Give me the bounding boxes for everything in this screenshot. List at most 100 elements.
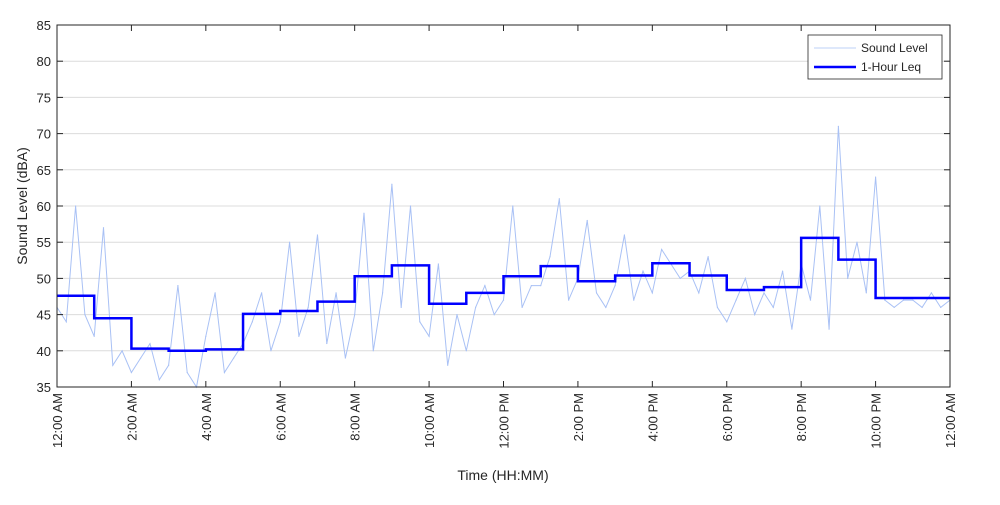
x-tick-label: 12:00 AM	[943, 393, 958, 448]
series-group	[56, 125, 951, 389]
sound-level-point	[121, 350, 123, 352]
sound-level-point	[940, 306, 942, 308]
sound-level-point	[335, 292, 337, 294]
sound-level-point	[781, 270, 784, 272]
sound-level-point	[902, 299, 905, 301]
sound-level-point	[540, 285, 542, 287]
sound-level-point	[530, 285, 533, 287]
sound-level-point	[763, 292, 765, 294]
sound-level-point	[326, 342, 328, 345]
sound-level-point	[837, 125, 839, 127]
sound-level-point	[75, 205, 77, 207]
sound-level-point	[447, 364, 449, 366]
sound-level-point	[140, 357, 142, 359]
sound-level-point	[847, 277, 849, 279]
sound-level-point	[428, 335, 430, 337]
sound-level-point	[633, 299, 635, 301]
x-tick-label: 10:00 AM	[422, 393, 437, 448]
y-tick-label: 40	[37, 344, 51, 359]
sound-level-point	[251, 321, 253, 323]
sound-level-point	[437, 263, 439, 265]
sound-level-point	[512, 205, 514, 207]
y-tick-label: 70	[37, 127, 51, 142]
sound-level-point	[112, 364, 114, 366]
sound-level-point	[298, 335, 300, 337]
sound-level-point	[623, 234, 626, 236]
x-tick-label: 6:00 AM	[273, 393, 288, 441]
sound-level-point	[168, 364, 170, 366]
sound-level-point	[772, 306, 774, 308]
sound-level-point	[744, 277, 746, 279]
sound-level-point	[158, 379, 160, 381]
y-tick-label: 50	[37, 271, 51, 286]
y-tick-label: 80	[37, 54, 51, 69]
sound-level-point	[754, 314, 756, 316]
x-tick-label: 4:00 PM	[645, 393, 660, 441]
sound-level-point	[465, 350, 467, 352]
x-tick-label: 6:00 PM	[720, 393, 735, 441]
sound-level-point	[614, 285, 616, 287]
y-tick-label: 65	[37, 163, 51, 178]
legend-label-leq: 1-Hour Leq	[861, 60, 921, 74]
sound-level-point	[363, 212, 365, 214]
sound-level-point	[791, 328, 793, 330]
sound-level-point	[921, 306, 923, 308]
sound-level-point	[661, 248, 663, 251]
sound-level-point	[65, 321, 67, 323]
sound-level-point	[493, 314, 495, 316]
sound-level-point	[233, 357, 235, 359]
sound-level-point	[354, 314, 356, 316]
sound-level-point	[130, 371, 133, 374]
sound-level-point	[307, 306, 309, 308]
sound-level-point	[177, 285, 179, 287]
sound-level-point	[558, 198, 560, 200]
sound-level-point	[223, 371, 226, 374]
x-tick-label: 12:00 AM	[50, 393, 65, 448]
y-tick-label: 85	[37, 18, 51, 33]
sound-level-point	[912, 299, 914, 301]
sound-level-point	[372, 350, 374, 352]
sound-level-point	[84, 314, 86, 316]
x-tick-label: 8:00 PM	[794, 393, 809, 441]
sound-level-point	[930, 292, 932, 294]
sound-level-point	[735, 299, 737, 301]
sound-level-point	[716, 306, 719, 308]
y-tick-label: 60	[37, 199, 51, 214]
sound-level-point	[856, 241, 858, 243]
x-tick-label: 2:00 AM	[124, 393, 139, 441]
sound-level-point	[484, 285, 486, 287]
y-tick-label: 35	[37, 380, 51, 395]
legend-box	[807, 34, 943, 80]
y-tick-label: 75	[37, 90, 51, 105]
sound-level-point	[214, 292, 216, 294]
sound-level-point	[344, 357, 346, 359]
sound-level-point	[102, 227, 105, 229]
sound-level-point	[568, 299, 570, 301]
sound-level-point	[595, 292, 598, 294]
x-tick-label: 4:00 AM	[199, 393, 214, 441]
sound-level-point	[549, 256, 551, 258]
sound-level-point	[707, 256, 709, 258]
legend-label-sound-level: Sound Level	[861, 41, 928, 55]
sound-level-point	[884, 299, 886, 301]
sound-level-point	[456, 314, 458, 316]
sound-level-point	[642, 270, 644, 272]
sound-level-point	[865, 292, 867, 294]
sound-level-point	[400, 306, 402, 308]
sound-level-point	[809, 299, 812, 301]
sound-level-point	[391, 183, 393, 185]
sound-level-point	[502, 299, 505, 301]
leq-step-line	[57, 236, 950, 353]
axis-ticks: 35 40 45 50 55 60 65 70 75 80 85 12:00 AM 2:00 AM 4:0…	[37, 18, 958, 449]
sound-level-point	[409, 205, 412, 207]
x-tick-label: 8:00 AM	[348, 393, 363, 441]
sound-level-point	[893, 306, 895, 308]
sound-level-point	[149, 342, 151, 345]
sound-level-point	[270, 350, 272, 352]
sound-level-point	[698, 292, 700, 294]
sound-level-point	[586, 219, 588, 222]
sound-level-point	[261, 292, 263, 294]
y-tick-label: 55	[37, 235, 51, 250]
x-tick-label: 12:00 PM	[497, 393, 512, 449]
